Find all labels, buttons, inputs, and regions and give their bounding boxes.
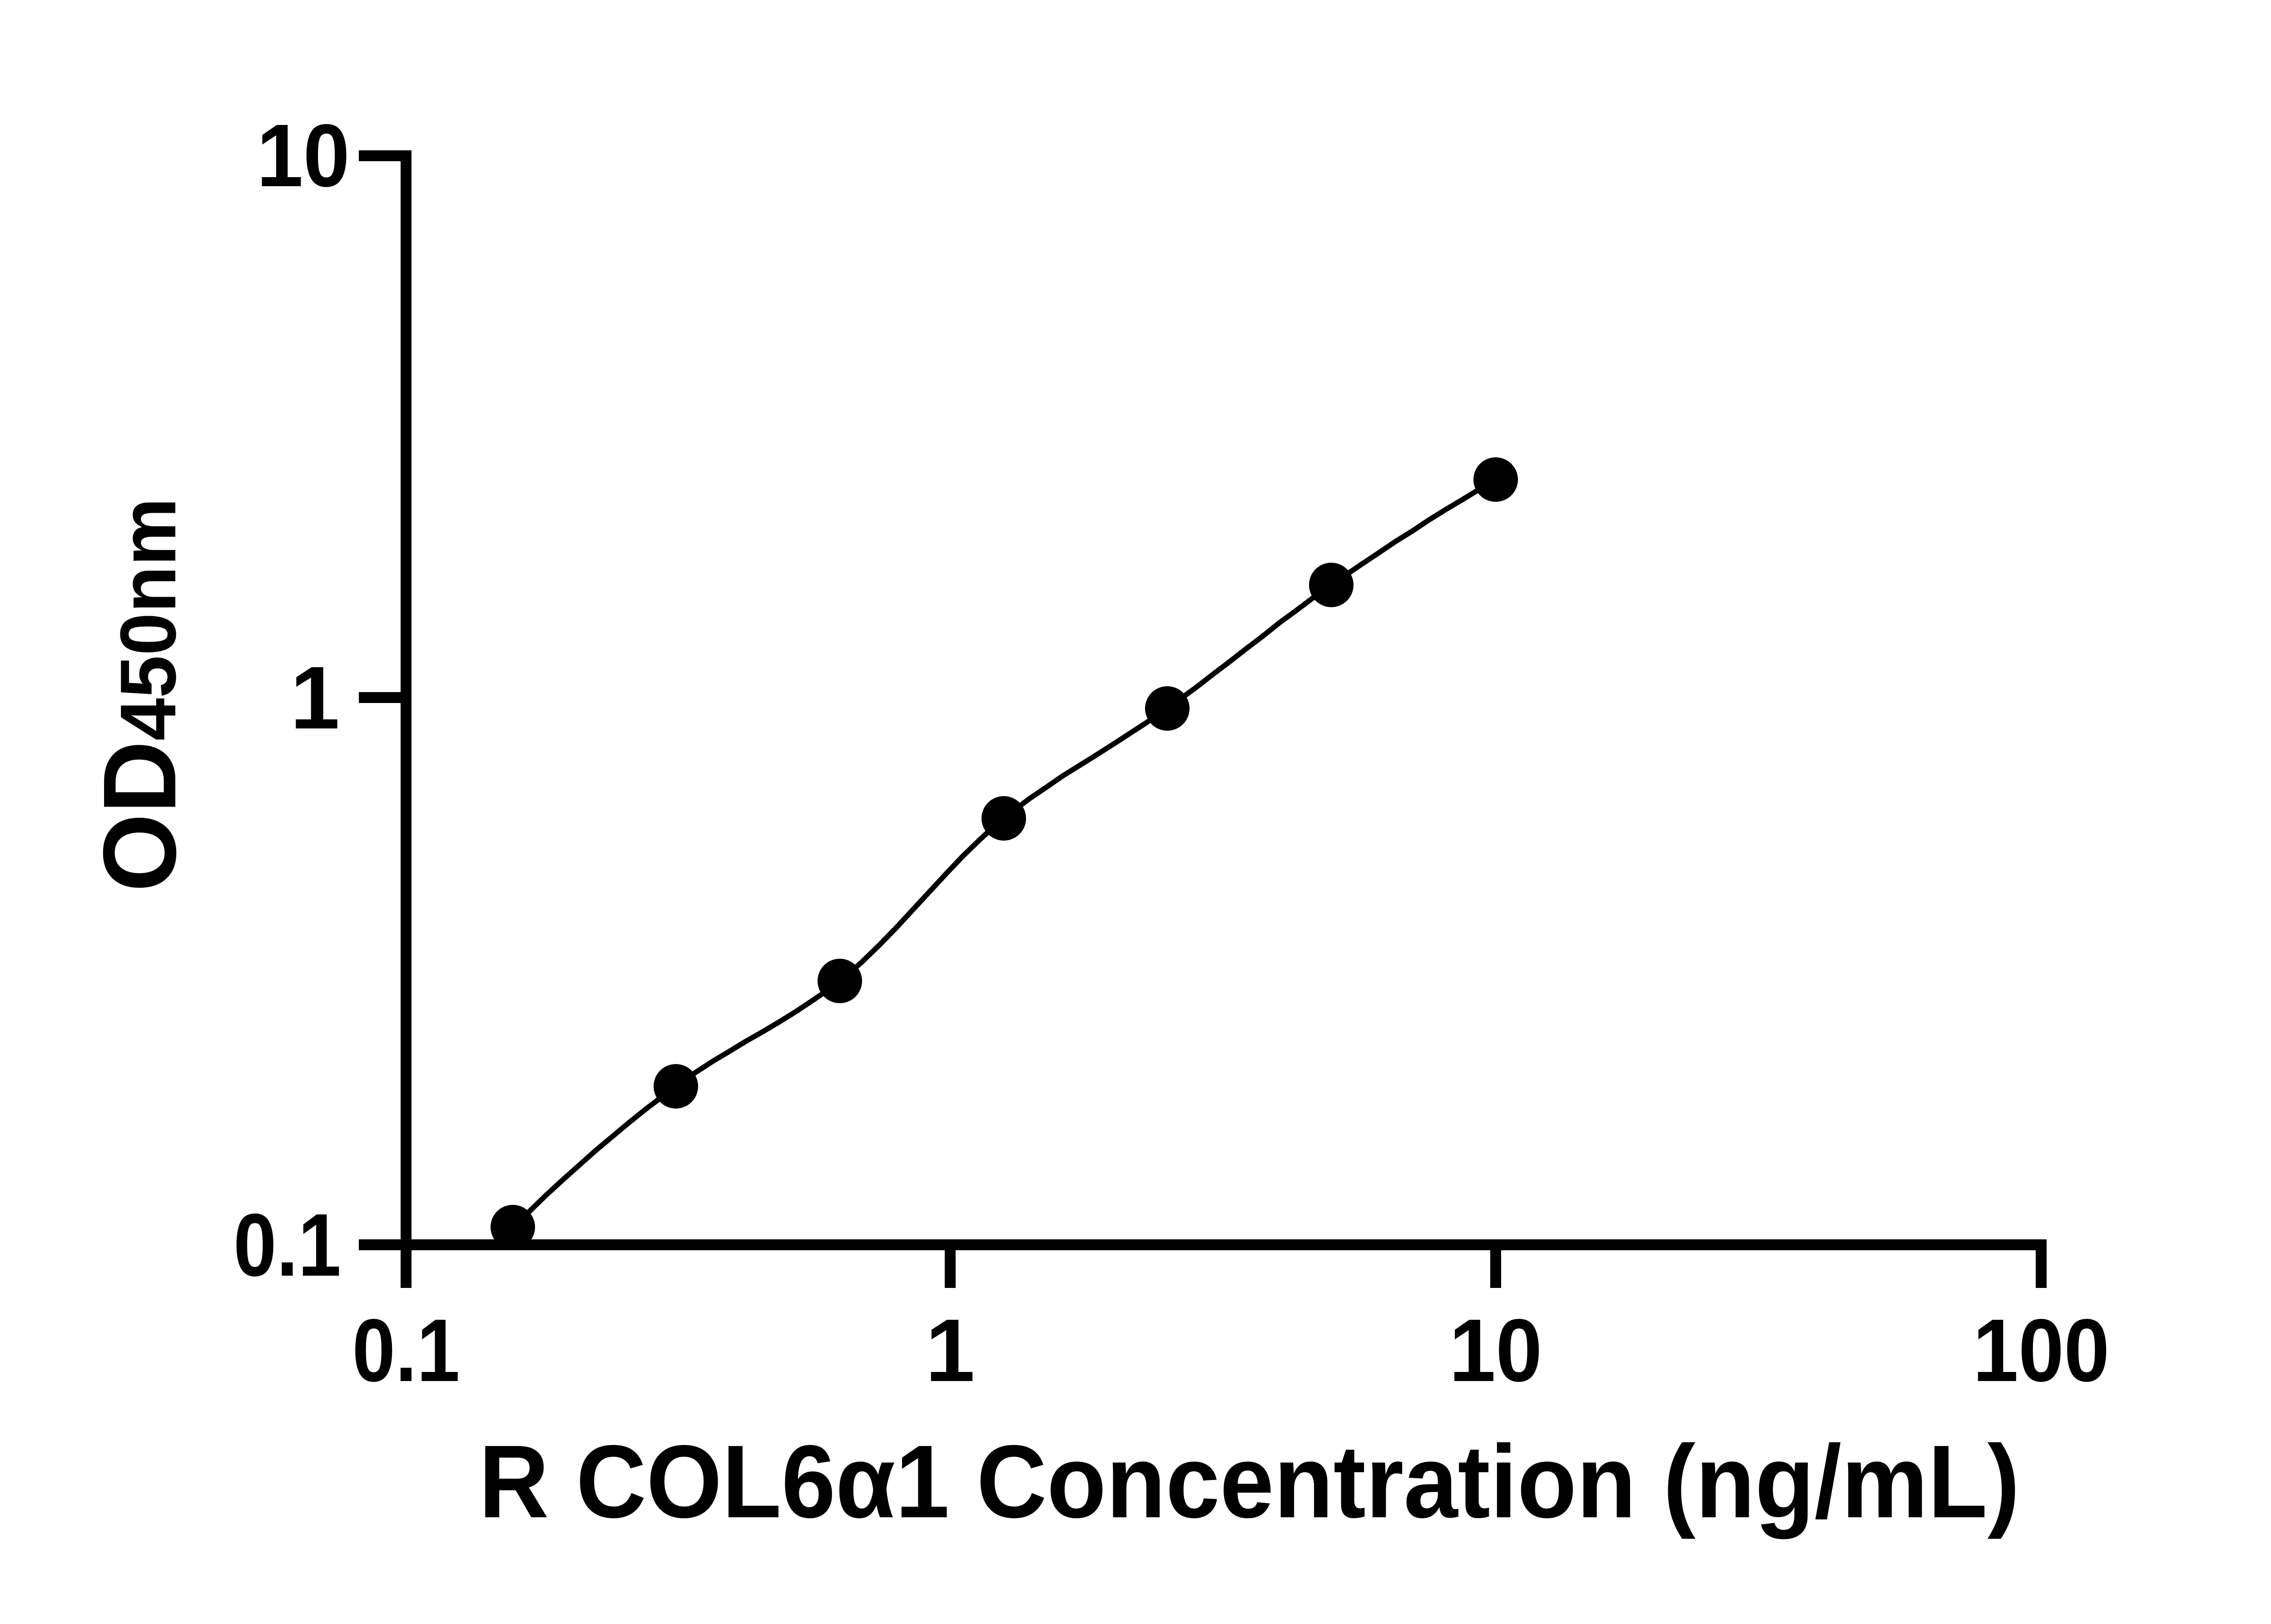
svg-text:100: 100: [1973, 1301, 2110, 1400]
svg-text:OD: OD: [82, 741, 198, 892]
svg-text:1: 1: [925, 1301, 975, 1400]
svg-text:0.1: 0.1: [352, 1301, 460, 1400]
svg-text:R COL6α1 Concentration (ng/mL): R COL6α1 Concentration (ng/mL): [479, 1424, 2020, 1540]
svg-text:10: 10: [257, 106, 350, 205]
svg-text:0.1: 0.1: [233, 1195, 341, 1295]
svg-text:10: 10: [1449, 1301, 1542, 1400]
svg-text:1: 1: [290, 648, 340, 748]
svg-text:450nm: 450nm: [104, 498, 192, 741]
